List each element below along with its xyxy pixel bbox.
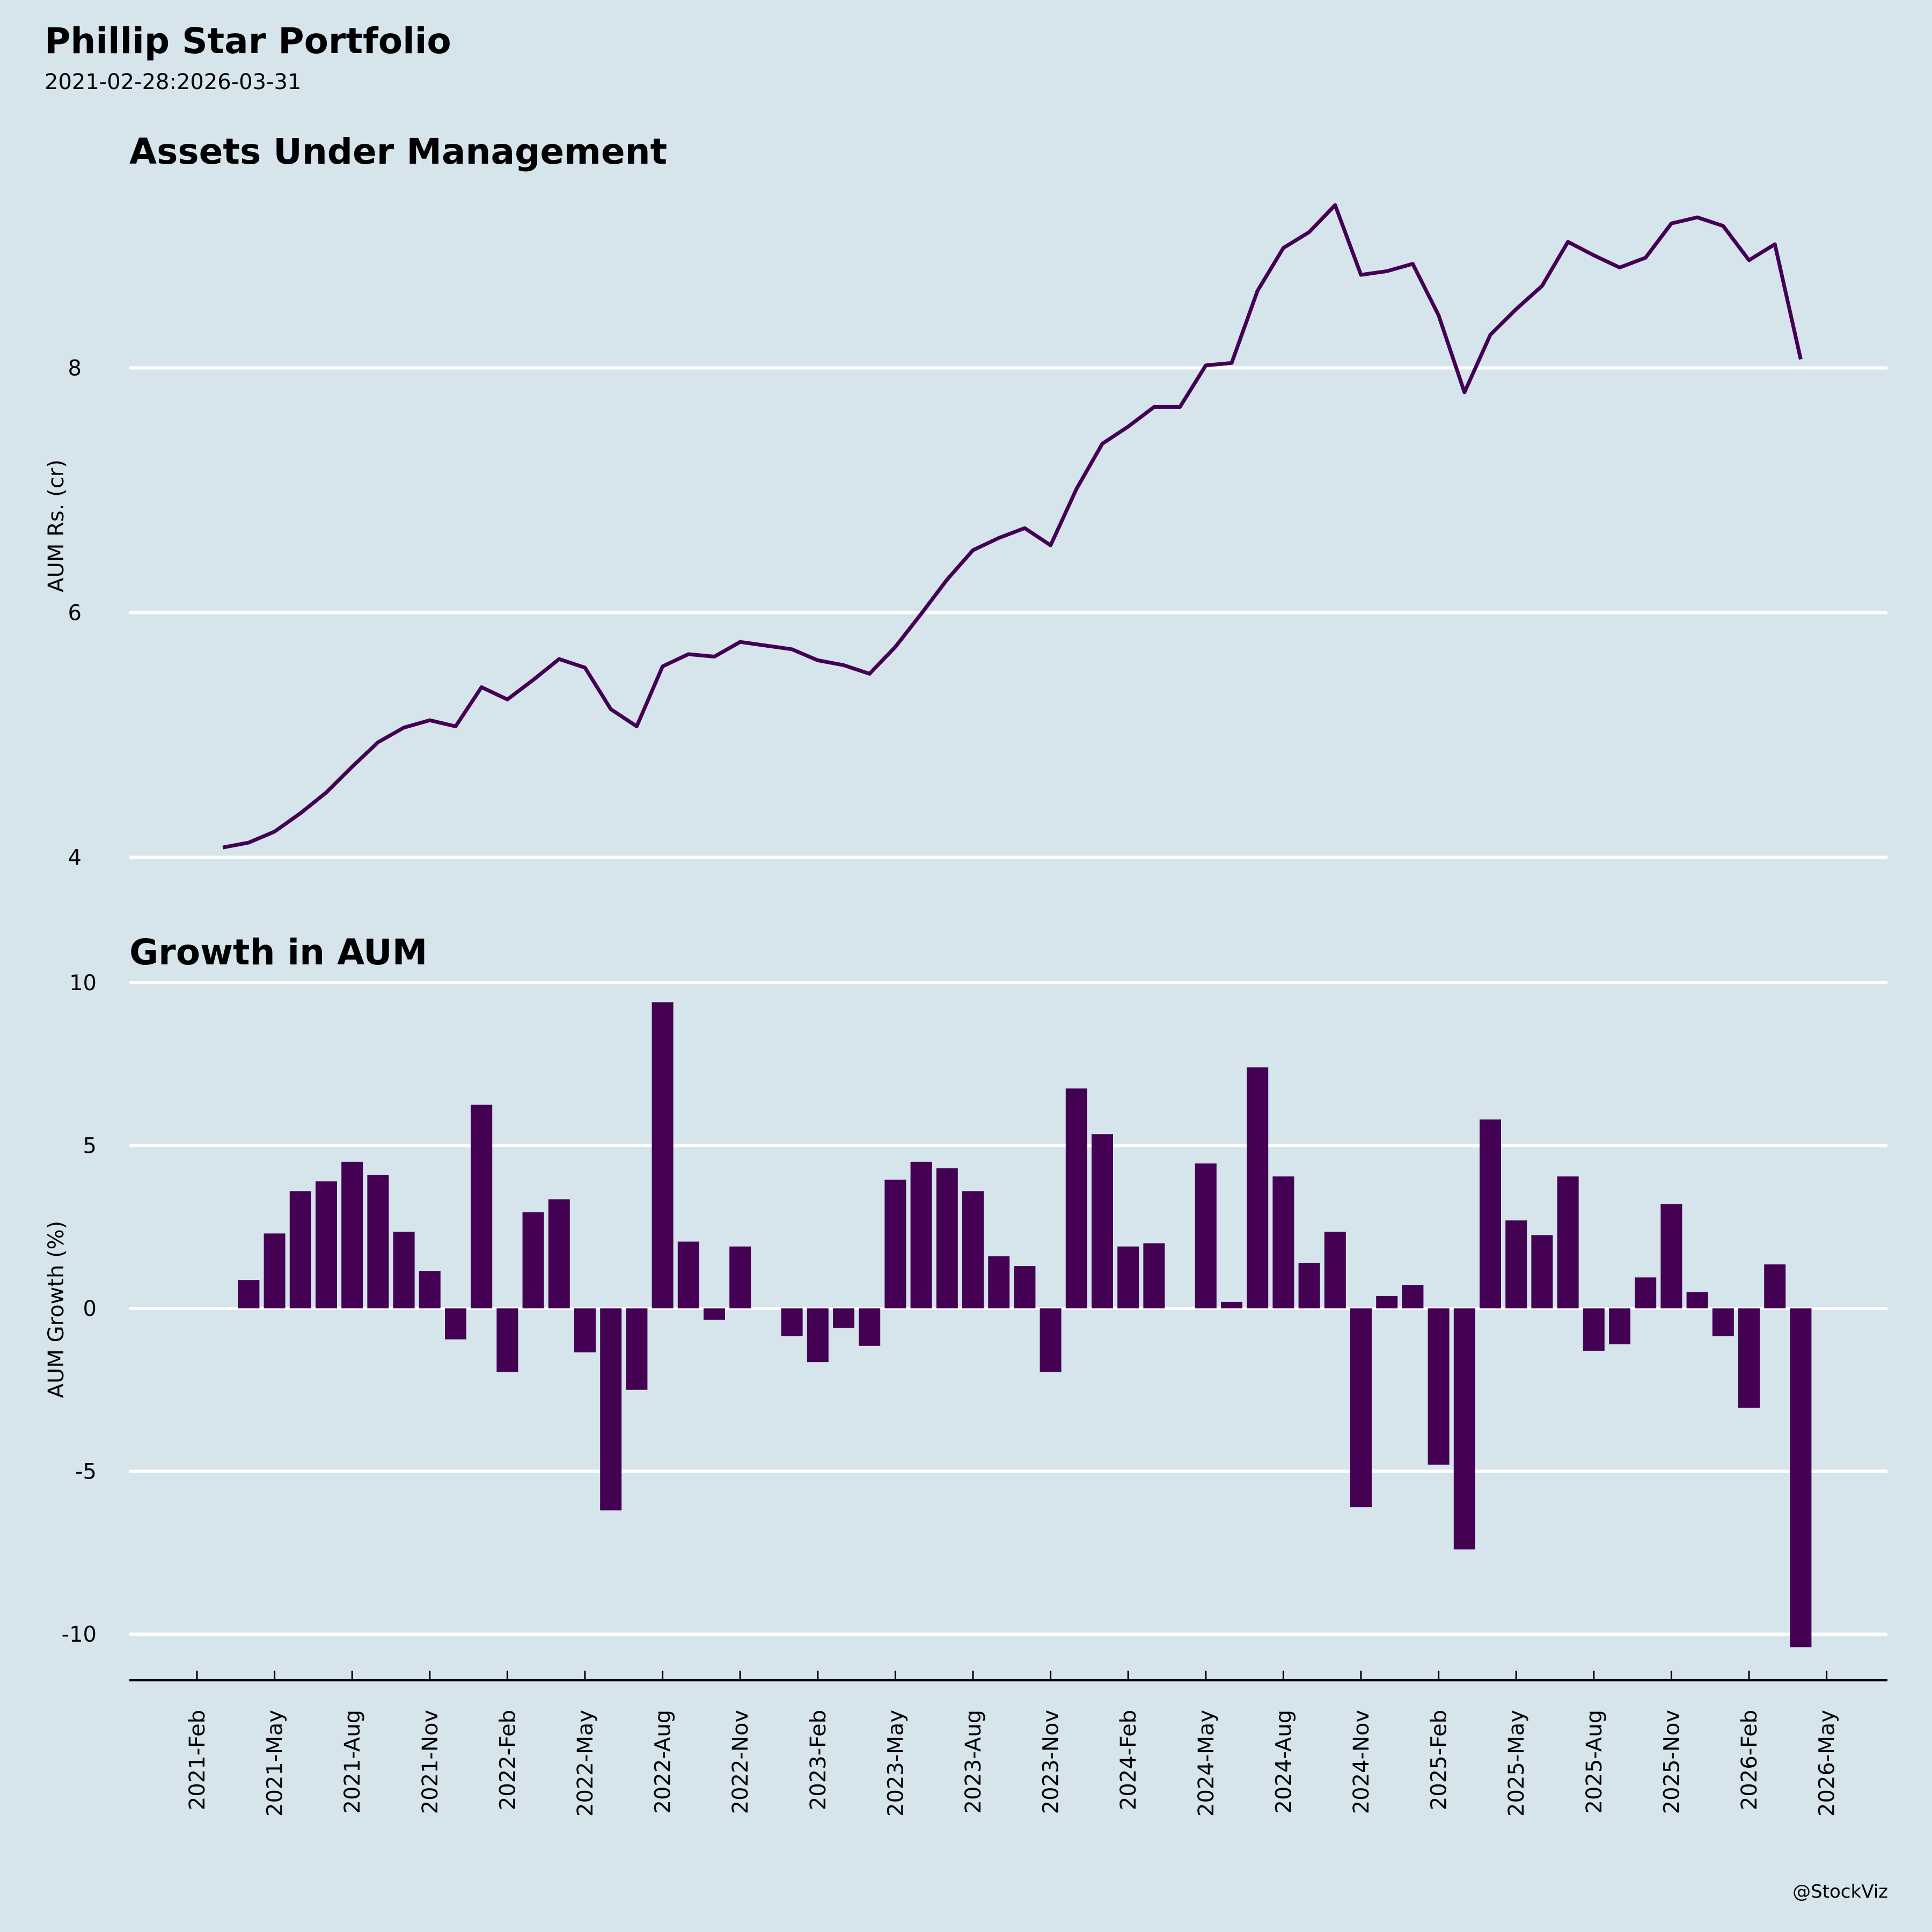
growth-bar [1350, 1308, 1372, 1507]
x-tick-label: 2021-Feb [185, 1710, 210, 1810]
growth-bar [574, 1308, 596, 1352]
x-tick-label: 2024-Aug [1271, 1710, 1296, 1813]
growth-bar [1402, 1285, 1424, 1308]
growth-bar [600, 1308, 622, 1511]
x-tick-label: 2023-Feb [806, 1710, 831, 1810]
aum-line-series [222, 203, 1803, 850]
x-tick-label: 2022-May [573, 1710, 598, 1817]
x-tick-label: 2025-May [1504, 1710, 1529, 1817]
x-tick-label: 2025-Nov [1659, 1710, 1684, 1814]
growth-bar [962, 1191, 984, 1308]
x-tick-label: 2024-May [1194, 1710, 1219, 1817]
growth-bar [1298, 1263, 1320, 1308]
growth-bar [1712, 1308, 1734, 1336]
aum-y-tick-label: 6 [68, 601, 82, 625]
growth-bar [729, 1246, 751, 1308]
aum-chart-title: Assets Under Management [129, 131, 667, 172]
growth-bar [1764, 1264, 1786, 1308]
growth-bar [341, 1161, 363, 1308]
x-tick-label: 2023-May [883, 1710, 908, 1817]
growth-y-tick-label: 5 [83, 1134, 97, 1159]
growth-bar [1505, 1220, 1527, 1308]
x-tick-label: 2024-Nov [1349, 1710, 1374, 1814]
growth-bar [781, 1308, 803, 1336]
x-tick-label: 2026-Feb [1737, 1710, 1762, 1810]
aum-y-axis-label: AUM Rs. (cr) [44, 459, 69, 592]
growth-y-tick-label: 0 [83, 1297, 97, 1321]
growth-bar [652, 1002, 674, 1308]
growth-chart-title: Growth in AUM [129, 932, 427, 973]
x-tick-label: 2021-Nov [418, 1710, 443, 1814]
growth-bar [1583, 1308, 1605, 1351]
growth-bar [496, 1308, 518, 1372]
growth-bar [1531, 1235, 1553, 1308]
growth-bar [1428, 1308, 1450, 1465]
growth-bar [367, 1175, 389, 1308]
growth-bar [988, 1256, 1010, 1308]
growth-bar [419, 1271, 441, 1308]
growth-bar [289, 1191, 311, 1308]
growth-bar [677, 1241, 699, 1308]
aum-y-tick-label: 8 [68, 356, 82, 380]
growth-bar [522, 1212, 544, 1308]
growth-bar [910, 1161, 932, 1308]
growth-bar [1686, 1292, 1708, 1308]
growth-bar [807, 1308, 829, 1363]
growth-bar [1738, 1308, 1760, 1408]
growth-bar [1221, 1301, 1242, 1308]
growth-y-tick-label: -10 [62, 1622, 97, 1647]
growth-bar [1195, 1163, 1217, 1308]
growth-bar [704, 1308, 725, 1320]
growth-bar [884, 1180, 906, 1308]
growth-bar [1557, 1176, 1579, 1308]
x-tick-label: 2022-Nov [728, 1710, 753, 1814]
growth-bar [936, 1168, 958, 1308]
growth-y-tick-label: 10 [69, 971, 97, 996]
growth-bar [393, 1232, 415, 1308]
growth-bar [1040, 1308, 1062, 1372]
growth-y-tick-label: -5 [75, 1460, 97, 1484]
x-tick-label: 2026-May [1815, 1710, 1840, 1817]
growth-bar [1609, 1308, 1630, 1344]
growth-bar [1376, 1296, 1398, 1308]
x-tick-label: 2025-Aug [1582, 1710, 1607, 1813]
aum-y-tick-label: 4 [68, 845, 82, 870]
growth-bar [471, 1104, 493, 1308]
x-tick-label: 2021-May [263, 1710, 288, 1817]
growth-bar [1480, 1119, 1501, 1308]
growth-bar [445, 1308, 466, 1340]
growth-bar [1247, 1067, 1269, 1308]
x-tick-label: 2022-Aug [651, 1710, 676, 1813]
growth-bar [1453, 1308, 1475, 1550]
growth-y-axis-label: AUM Growth (%) [44, 1221, 69, 1399]
x-tick-label: 2022-Feb [495, 1710, 520, 1810]
date-range-subtitle: 2021-02-28:2026-03-31 [45, 70, 302, 94]
growth-bar [859, 1308, 881, 1346]
growth-bar [316, 1181, 337, 1308]
growth-bar [1790, 1308, 1812, 1648]
x-tick-label: 2023-Nov [1039, 1710, 1064, 1814]
growth-bar [626, 1308, 648, 1390]
growth-bar [1014, 1266, 1036, 1308]
growth-bar [548, 1199, 570, 1308]
growth-bar [238, 1280, 260, 1308]
credit-label: @StockViz [1792, 1881, 1888, 1902]
x-tick-label: 2024-Feb [1116, 1710, 1141, 1810]
growth-bar [1065, 1088, 1087, 1308]
x-tick-label: 2021-Aug [340, 1710, 365, 1813]
growth-bar [833, 1308, 854, 1328]
x-tick-label: 2023-Aug [961, 1710, 986, 1813]
growth-bar [1660, 1204, 1682, 1308]
page-title: Phillip Star Portfolio [45, 20, 451, 62]
growth-bar [1092, 1134, 1113, 1308]
growth-bar [1272, 1176, 1294, 1308]
growth-bar [1117, 1246, 1139, 1308]
growth-bar [1635, 1277, 1657, 1308]
growth-bar [1324, 1232, 1346, 1308]
growth-bar [264, 1233, 286, 1308]
growth-bar [1143, 1243, 1165, 1308]
x-tick-label: 2025-Feb [1427, 1710, 1452, 1810]
